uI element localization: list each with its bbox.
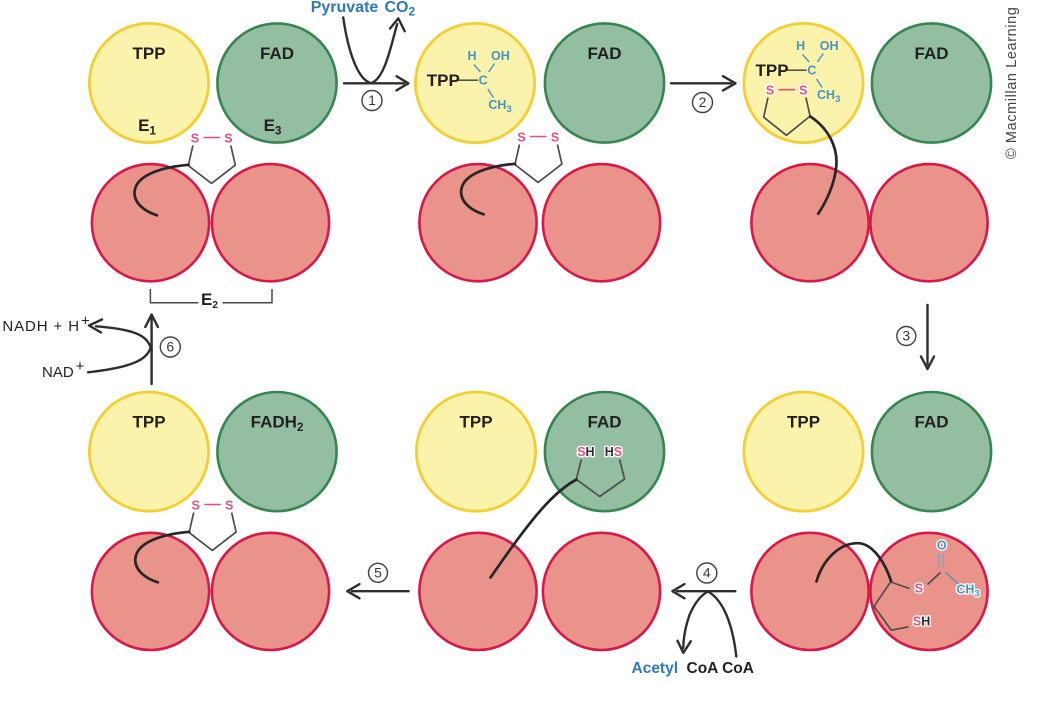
svg-text:SH: SH [913, 615, 930, 629]
svg-text:S: S [766, 84, 774, 98]
svg-text:CoA CoA: CoA CoA [687, 660, 754, 677]
svg-text:1: 1 [368, 92, 376, 108]
svg-text:+: + [76, 358, 85, 375]
svg-text:TPP: TPP [427, 71, 460, 90]
svg-text:TPP: TPP [132, 412, 165, 431]
svg-text:FAD: FAD [588, 44, 622, 63]
svg-text:3: 3 [902, 328, 910, 344]
svg-text:+: + [81, 313, 90, 330]
svg-text:FAD: FAD [915, 44, 949, 63]
svg-text:OH: OH [491, 49, 510, 63]
svg-text:Acetyl: Acetyl [632, 660, 679, 677]
svg-text:TPP: TPP [132, 44, 165, 63]
svg-text:2: 2 [699, 94, 707, 110]
svg-text:FAD: FAD [260, 44, 294, 63]
svg-text:CH3: CH3 [956, 582, 979, 599]
svg-text:CH3: CH3 [488, 98, 511, 115]
svg-text:4: 4 [703, 565, 711, 581]
svg-text:SH: SH [577, 445, 594, 459]
svg-text:TPP: TPP [787, 412, 820, 431]
svg-text:NAD: NAD [42, 364, 74, 381]
svg-text:O: O [937, 538, 947, 552]
svg-text:FAD: FAD [588, 412, 622, 431]
svg-text:C: C [479, 74, 488, 88]
svg-text:CO2: CO2 [385, 0, 416, 19]
svg-text:Pyruvate: Pyruvate [311, 0, 379, 16]
svg-text:S: S [224, 131, 232, 145]
svg-text:H: H [467, 49, 476, 63]
svg-text:5: 5 [374, 565, 382, 581]
svg-text:6: 6 [166, 339, 174, 355]
svg-text:NADH + H: NADH + H [2, 318, 80, 335]
svg-text:FADH2: FADH2 [251, 412, 304, 434]
svg-text:HS: HS [605, 445, 622, 459]
svg-text:S: S [191, 131, 199, 145]
svg-text:TPP: TPP [459, 412, 492, 431]
svg-text:© Macmillan Learning: © Macmillan Learning [1004, 7, 1020, 159]
svg-text:S: S [915, 582, 923, 596]
svg-text:FAD: FAD [915, 412, 949, 431]
svg-text:S: S [799, 84, 807, 98]
